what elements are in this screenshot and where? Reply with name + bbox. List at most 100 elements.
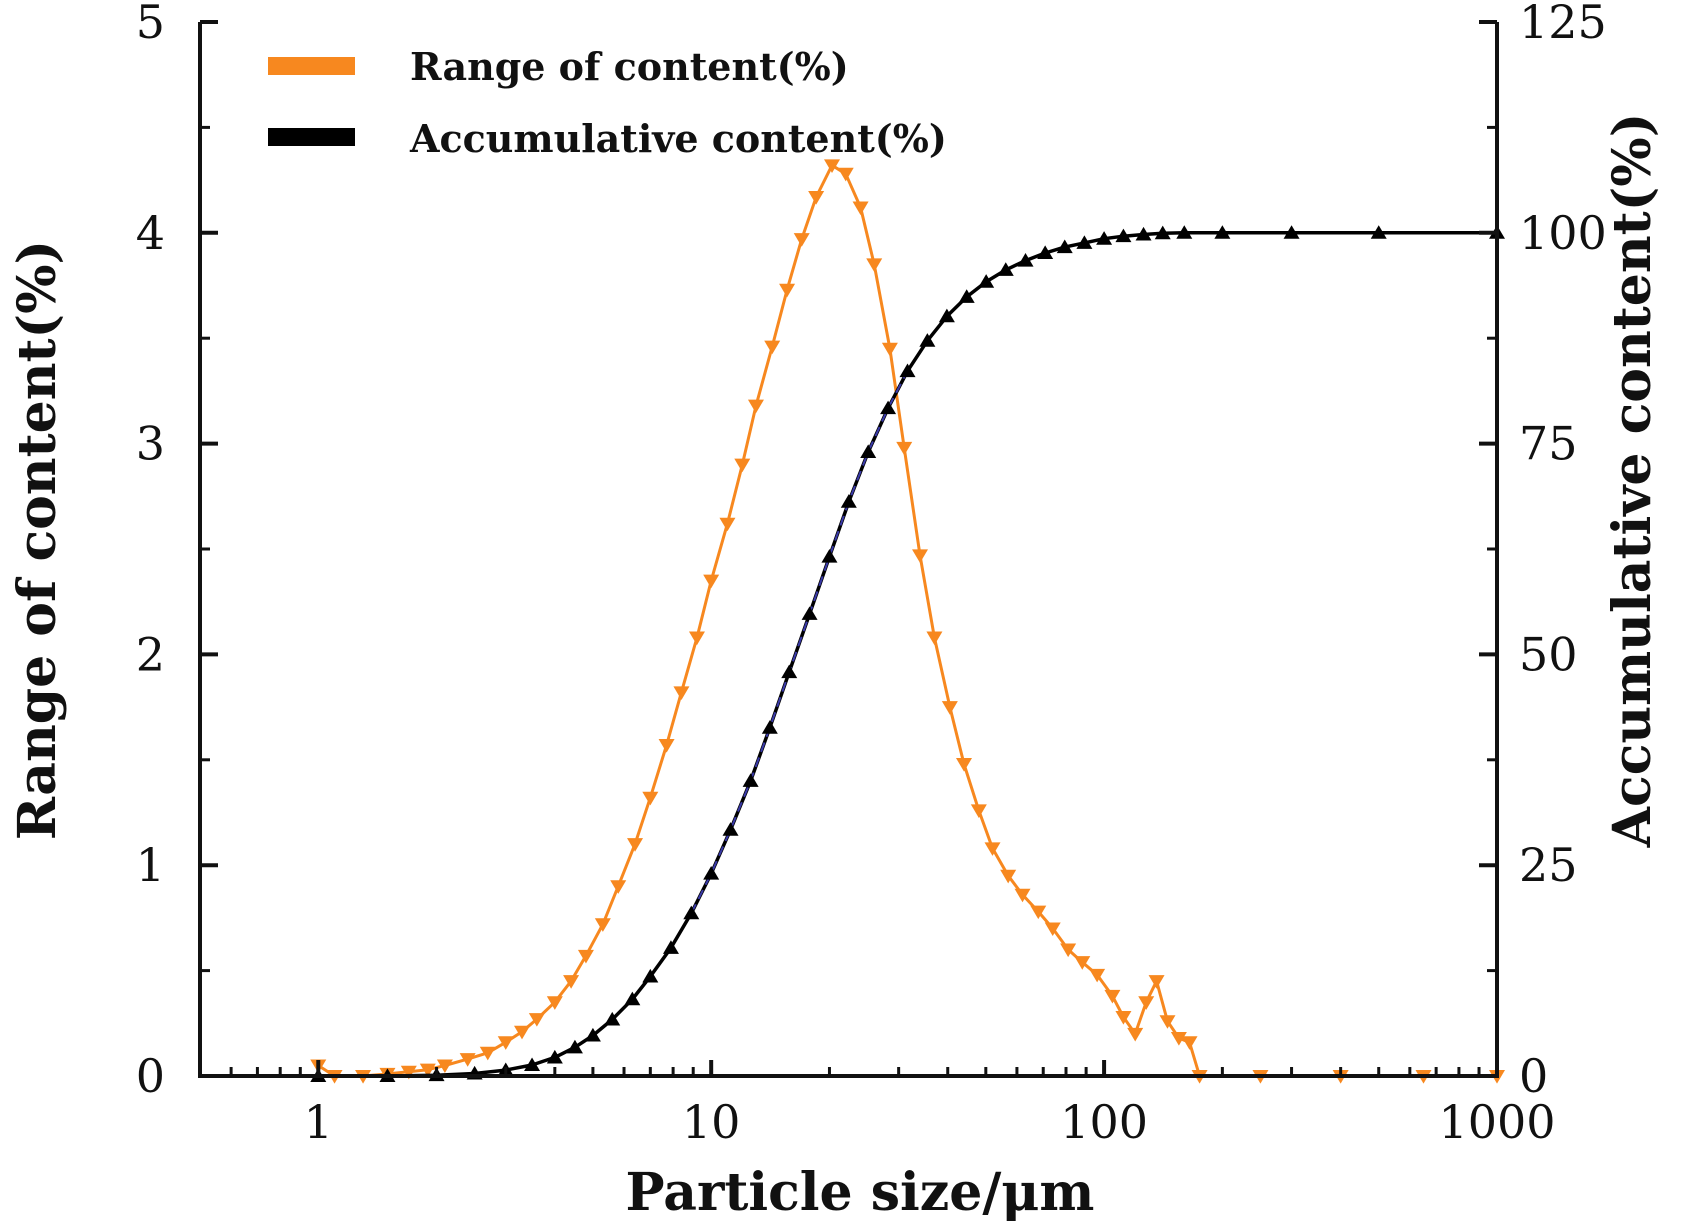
legend-label-accumulative: Accumulative content(%): [409, 116, 947, 161]
data-point-range: [419, 1063, 436, 1078]
y-right-tick-label: 75: [1519, 417, 1578, 471]
data-point-range: [479, 1046, 496, 1061]
data-point-accumulative: [997, 262, 1014, 276]
data-point-accumulative: [1214, 225, 1231, 239]
data-point-accumulative: [624, 991, 641, 1006]
data-point-accumulative: [840, 494, 857, 508]
data-point-accumulative: [1115, 228, 1132, 243]
data-point-range: [793, 233, 810, 247]
data-point-accumulative: [742, 773, 759, 787]
y-left-tick-label: 1: [136, 838, 165, 892]
data-point-accumulative: [524, 1057, 541, 1072]
data-point-range: [984, 842, 1001, 856]
data-point-range: [459, 1053, 476, 1067]
data-point-accumulative: [919, 333, 936, 347]
x-axis-title: Particle size/μm: [626, 1162, 1095, 1223]
series-line-accumulative-overlay: [690, 370, 909, 914]
y-right-tick-label: 25: [1519, 838, 1578, 892]
data-point-range: [881, 342, 898, 357]
data-point-accumulative: [683, 905, 700, 920]
data-point-range: [436, 1059, 453, 1074]
data-point-accumulative: [1135, 226, 1152, 241]
data-point-range: [1014, 888, 1031, 903]
data-point-accumulative: [801, 606, 818, 620]
data-point-range: [497, 1036, 514, 1050]
legend-label-range: Range of content(%): [410, 44, 849, 89]
y-left-tick-label: 0: [136, 1049, 165, 1103]
data-point-range: [577, 949, 594, 964]
data-point-accumulative: [880, 400, 897, 415]
data-point-range: [1044, 922, 1061, 937]
data-point-range: [719, 517, 736, 532]
data-point-range: [610, 880, 627, 894]
data-point-range: [1089, 968, 1106, 983]
y-axis-left-title: Range of content(%): [7, 240, 68, 840]
data-point-accumulative: [821, 548, 838, 563]
data-point-accumulative: [703, 866, 720, 880]
legend-swatch-accumulative: [268, 128, 355, 146]
data-point-accumulative: [1076, 235, 1093, 249]
data-point-range: [528, 1013, 545, 1027]
data-point-range: [926, 631, 943, 646]
data-point-range: [1148, 975, 1165, 989]
data-point-accumulative: [1176, 225, 1193, 239]
data-point-range: [941, 701, 958, 715]
data-point-accumulative: [1056, 239, 1073, 254]
data-point-range: [1060, 943, 1077, 958]
data-point-range: [896, 441, 913, 456]
data-point-range: [400, 1065, 417, 1080]
data-point-range: [688, 631, 705, 646]
data-point-accumulative: [978, 274, 995, 288]
data-point-range: [658, 739, 675, 753]
series-layer: [310, 159, 1505, 1084]
data-point-accumulative: [662, 940, 679, 954]
data-point-range: [1159, 1015, 1176, 1029]
data-point-range: [563, 975, 580, 989]
data-point-range: [956, 758, 973, 772]
data-point-accumulative: [958, 289, 975, 303]
data-point-range: [764, 340, 781, 355]
data-point-range: [837, 167, 854, 182]
y-right-tick-label: 100: [1519, 206, 1607, 260]
data-point-range: [703, 574, 720, 589]
data-point-range: [747, 399, 764, 414]
data-point-range: [546, 996, 563, 1010]
data-point-accumulative: [722, 822, 739, 836]
data-point-range: [673, 686, 690, 700]
data-point-range: [1181, 1036, 1198, 1050]
data-point-accumulative: [604, 1011, 621, 1026]
x-tick-label: 1: [304, 1095, 333, 1149]
data-point-range: [970, 804, 987, 818]
y-left-tick-label: 3: [136, 417, 165, 471]
y-left-tick-label: 4: [136, 206, 165, 260]
data-point-range: [1000, 869, 1017, 884]
data-point-range: [852, 201, 869, 216]
data-point-range: [1074, 956, 1091, 970]
data-point-accumulative: [1017, 253, 1034, 267]
data-point-range: [1104, 989, 1121, 1004]
data-point-accumulative: [781, 664, 798, 679]
x-tick-label: 1000: [1438, 1095, 1555, 1149]
data-point-range: [514, 1025, 531, 1040]
data-point-accumulative: [1370, 225, 1387, 239]
x-tick-label: 10: [682, 1095, 741, 1149]
y-right-tick-label: 50: [1519, 627, 1578, 681]
data-point-range: [734, 458, 751, 473]
plot-frame: [198, 20, 1499, 1078]
data-point-accumulative: [1096, 231, 1113, 245]
data-point-accumulative: [546, 1049, 563, 1064]
data-point-accumulative: [938, 308, 955, 323]
data-point-accumulative: [761, 720, 778, 734]
y-left-tick-label: 5: [136, 0, 165, 49]
y-right-tick-label: 0: [1519, 1049, 1548, 1103]
data-point-accumulative: [566, 1039, 583, 1054]
data-point-range: [1127, 1027, 1144, 1042]
legend: Range of content(%) Accumulative content…: [268, 44, 947, 161]
data-point-accumulative: [1037, 245, 1054, 260]
data-point-accumulative: [899, 363, 916, 378]
data-point-range: [912, 549, 929, 563]
data-point-range: [1115, 1010, 1132, 1025]
